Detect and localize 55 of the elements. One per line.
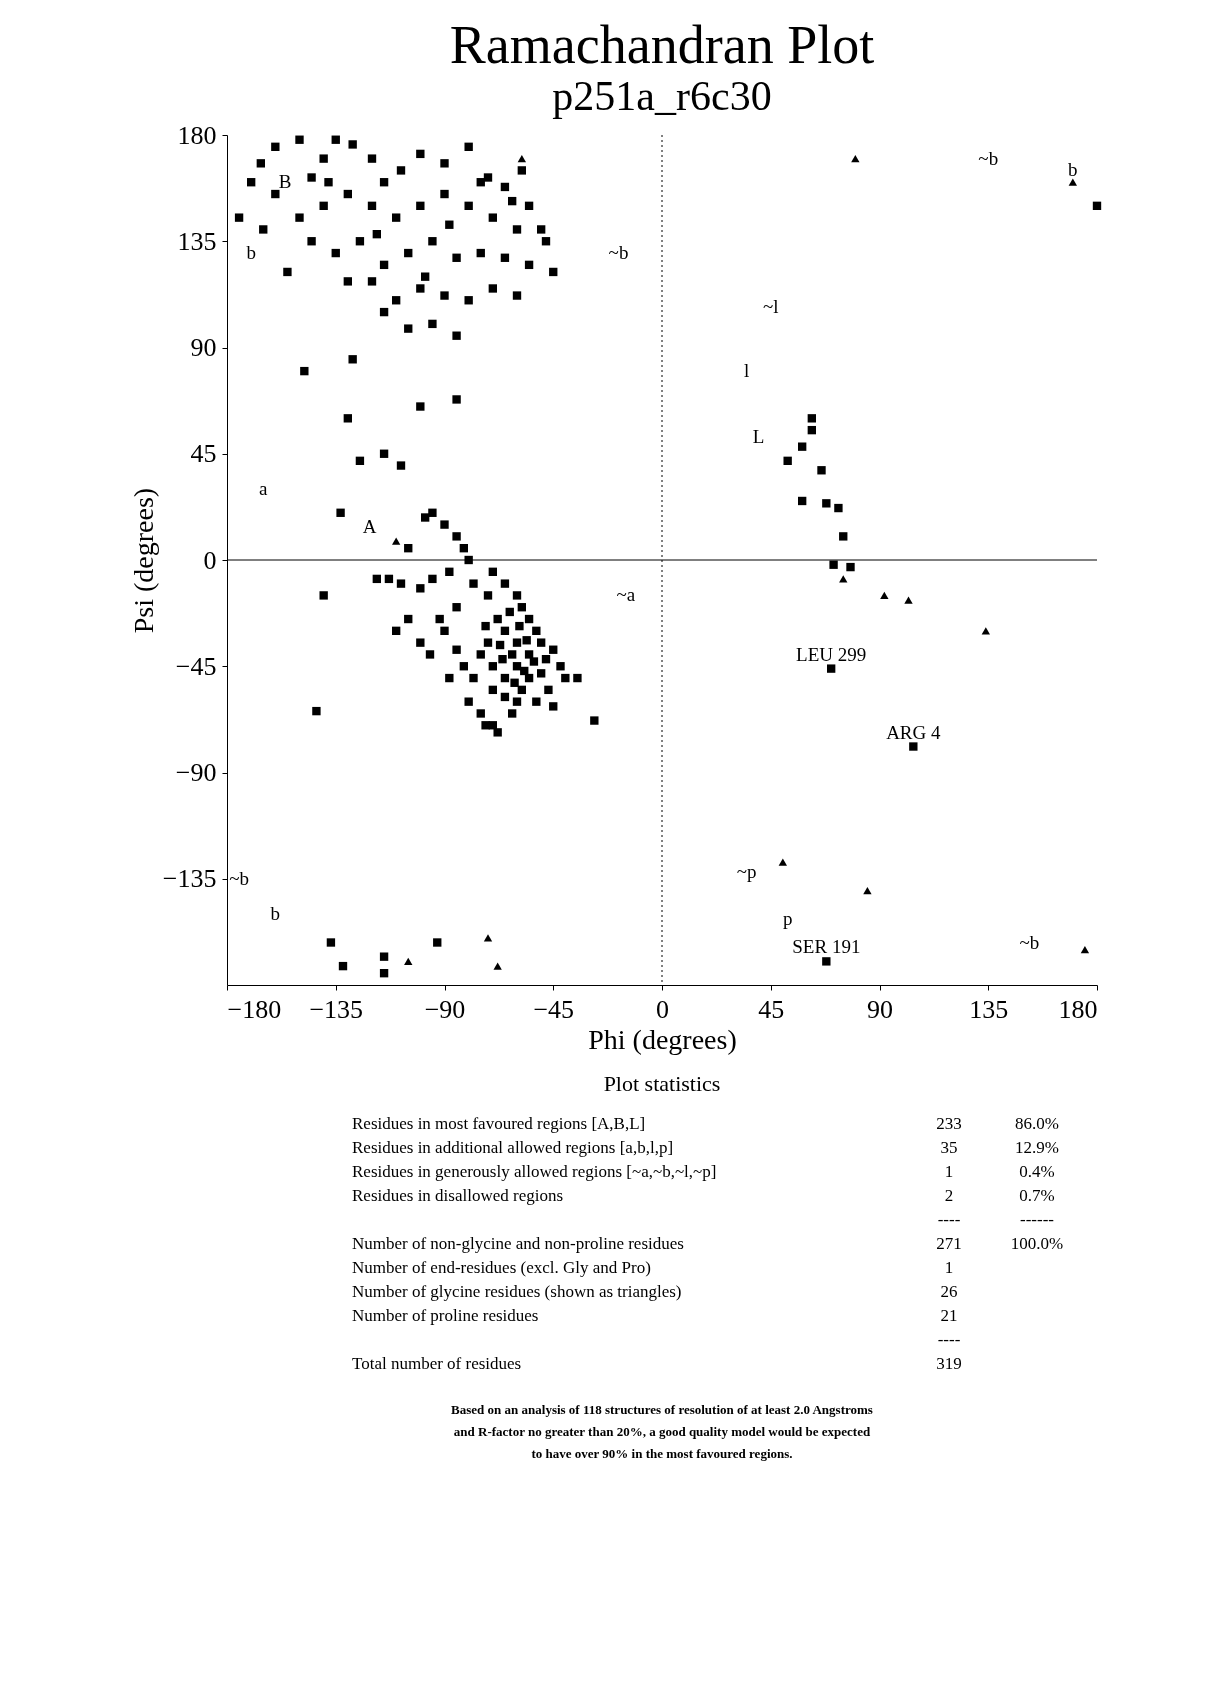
y-tick-label: 90: [190, 333, 217, 362]
x-tick-label: 180: [1058, 994, 1098, 1024]
annotation: ARG 4: [886, 721, 942, 743]
y-tick-label: 135: [177, 226, 217, 256]
text: Number of proline residues 21: [352, 1306, 958, 1325]
text: Residues in generously allowed regions [~a,~b,~l,~p] 1 0.4%: [352, 1162, 1055, 1181]
annotation: ~p: [736, 860, 757, 882]
annotation: ~a: [616, 584, 636, 606]
chart-subtitle: p251a_r6c30: [552, 73, 772, 119]
annotation: b: [1068, 159, 1078, 181]
y-tick-label: 45: [190, 439, 217, 469]
text: Plot statistics: [603, 1071, 721, 1096]
chart-title: Ramachandran Plot: [449, 15, 875, 75]
text: ---- ------: [937, 1210, 1054, 1229]
annotation: ~b: [1019, 931, 1040, 953]
annotation: b: [246, 242, 256, 264]
annotation: L: [752, 426, 765, 448]
annotation: LEU 299: [796, 643, 867, 665]
annotation: SER 191: [792, 936, 861, 958]
annotation: B: [278, 171, 292, 193]
annotation: b: [270, 903, 281, 925]
annotation: ~l: [762, 296, 779, 318]
x-tick-label: −45: [533, 994, 575, 1024]
x-tick-label: −180: [227, 994, 282, 1024]
x-tick-label: 0: [656, 994, 669, 1024]
y-tick-label: −135: [162, 864, 217, 894]
text: Total number of residues 319: [352, 1354, 962, 1373]
annotation: A: [362, 515, 377, 537]
text: ----: [937, 1330, 961, 1349]
annotation: ~b: [978, 147, 999, 169]
y-axis-title: Psi (degrees): [127, 487, 159, 634]
x-tick-label: 135: [969, 994, 1009, 1024]
y-tick-label: 180: [177, 120, 217, 150]
text: Residues in most favoured regions [A,B,L] 233 86.0%: [352, 1114, 1059, 1133]
text: Based on an analysis of 118 structures of resolution of at least 2.0 Angstroms: [451, 1402, 873, 1417]
y-tick-label: 0: [203, 545, 217, 575]
x-tick-label: 45: [758, 994, 785, 1024]
annotation: p: [782, 907, 793, 929]
annotation: ~b: [229, 867, 249, 889]
y-tick-label: −90: [175, 758, 217, 787]
annotation: a: [259, 478, 269, 500]
text: Number of non-glycine and non-proline residues 271 100.0%: [352, 1234, 1064, 1253]
x-tick-label: −135: [309, 994, 364, 1024]
y-tick-label: −45: [175, 651, 217, 681]
text: and R-factor no greater than 20%, a good quality model would be expected: [453, 1424, 871, 1439]
text: Residues in disallowed regions 2 0.7%: [352, 1186, 1055, 1205]
annotation: l: [743, 360, 750, 382]
text: Number of glycine residues (shown as triangles) 26: [352, 1282, 958, 1301]
x-axis-title: Phi (degrees): [588, 1023, 737, 1055]
annotation: ~b: [608, 242, 629, 264]
x-tick-label: −90: [424, 994, 466, 1024]
text: to have over 90% in the most favoured regions.: [531, 1446, 793, 1461]
text: Residues in additional allowed regions [a,b,l,p] 35 12.9%: [352, 1138, 1059, 1157]
x-tick-label: 90: [867, 994, 893, 1024]
text: Number of end-residues (excl. Gly and Pro) 1: [352, 1258, 954, 1277]
